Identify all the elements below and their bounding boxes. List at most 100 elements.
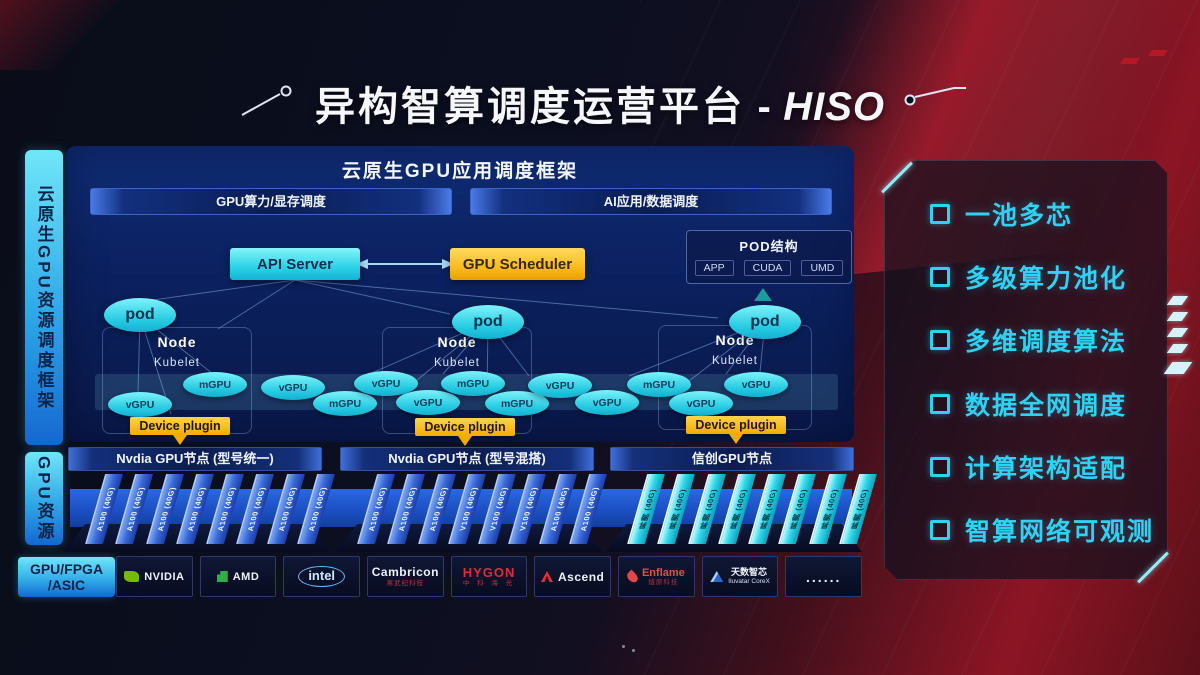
ascend-logo-icon [541,571,554,582]
feature-label: 智算网络可观测 [965,517,1155,546]
pod-structure-items: APP CUDA UMD [694,260,844,276]
api-server-box: API Server [230,248,360,280]
pod-item-cuda: CUDA [743,260,792,276]
sidebar-hardware-label: GPU/FPGA /ASIC [18,557,115,597]
node-2-label: Node [437,334,477,350]
feature-item: 多维调度算法 [930,322,1158,358]
kubelet-2-label: Kubelet [433,357,480,369]
checkbox-icon [930,394,950,414]
hardware-line-2: /ASIC [47,577,86,593]
kubelet-3-label: Kubelet [711,355,758,367]
dot-decoration [632,649,635,652]
vendor-name: AMD [232,570,260,583]
vendor-name: NVIDIA [144,570,185,583]
feature-panel: 一池多芯 多级算力池化 多维调度算法 数据全网调度 计算架构适配 智算网络可观测 [884,160,1168,580]
pod-ellipse-3: pod [729,305,801,339]
circuit-node-decoration-left [241,85,292,116]
sidebar-framework-label: 云原生GPU资源调度框架 [25,150,63,445]
panel-title: 云原生GPU应用调度框架 [341,161,579,182]
vendor-ascend: Ascend [534,556,612,597]
gpu-card-group-3: 昇腾 (40G) 昇腾 (40G) 昇腾 (40G) 昇腾 (40G) 昇腾 (… [626,474,878,544]
vendor-name: Enflame [641,566,685,579]
gpu-unit: vGPU [261,375,325,400]
feature-item: 计算架构适配 [930,449,1158,485]
pod-structure-arrow-icon [754,288,772,301]
device-plugin-2: Device plugin [415,418,515,436]
vendor-name: HYGON [462,564,516,580]
iluvatar-logo-icon [710,571,724,582]
feature-label: 一池多芯 [965,202,1074,230]
kubelet-1-label: Kubelet [153,357,200,369]
amd-logo-icon [216,571,228,582]
device-plugin-3-arrow-icon [729,434,743,444]
gpu-unit: mGPU [485,391,549,416]
feature-item: 一池多芯 [930,196,1158,232]
pod-structure-title: POD结构 [739,239,799,254]
dot-decoration [622,645,625,648]
device-plugin-2-arrow-icon [458,436,472,446]
feature-label: 多级算力池化 [965,265,1128,294]
scheduling-framework-panel: 云原生GPU应用调度框架 GPU算力/显存调度 AI应用/数据调度 [66,146,854,446]
pod-structure-box: POD结构 APP CUDA UMD [686,230,852,284]
vendor-more: ...... [785,556,863,597]
gpu-card: 昇腾 (40G) [657,474,696,544]
checkbox-icon [930,520,950,540]
vendor-hygon: HYGON 中 科 海 光 [450,556,528,597]
gpu-unit: mGPU [183,372,247,397]
vendor-nvidia: NVIDIA [116,556,193,597]
gpu-unit: vGPU [108,392,172,417]
pod-ellipse-2: pod [452,305,524,339]
more-vendors-label: ...... [806,568,842,585]
cluster-label-mixed: Nvdia GPU节点 (型号混搭) [340,447,594,471]
gpu-compute-scheduling-bar: GPU算力/显存调度 [90,188,452,215]
checkbox-icon [930,457,950,477]
vendor-name: 天数智芯 [731,566,768,577]
ai-data-scheduling-bar: AI应用/数据调度 [470,188,832,215]
title-separator: - [757,85,771,129]
gpu-unit: vGPU [724,372,788,397]
cluster-label-domestic: 信创GPU节点 [610,447,854,471]
title-chinese: 异构智算调度运营平台 [314,85,745,129]
checkbox-icon [930,267,950,287]
vendor-subtitle: Iluvatar CoreX [728,577,770,585]
feature-item: 智算网络可观测 [930,512,1158,548]
vendor-subtitle: 燧原科技 [648,578,679,586]
feature-label: 计算架构适配 [965,454,1128,483]
gpu-unit: vGPU [575,390,639,415]
sidebar-gpu-resource-label: GPU资源 [25,452,63,545]
hardware-line-1: GPU/FPGA [29,560,104,577]
gpu-unit: vGPU [396,390,460,415]
title-acronym: HISO [783,85,886,129]
gpu-card-group-1: A100 (40G) A100 (40G) A100 (40G) A100 (4… [84,474,336,544]
gpu-unit: vGPU [669,391,733,416]
vendor-iluvatar: 天数智芯 Iluvatar CoreX [701,556,779,597]
enflame-logo-icon [625,569,640,584]
page-title: 异构智算调度运营平台 - HISO [0,74,1200,132]
cluster-label-uniform: Nvdia GPU节点 (型号统一) [68,447,322,471]
vendor-enflame: Enflame 燧原科技 [618,556,695,597]
device-plugin-1-arrow-icon [173,435,187,445]
nvidia-logo-icon [124,571,140,582]
checkbox-icon [930,204,950,224]
vendor-subtitle: 寒武纪科技 [386,579,425,587]
device-plugin-3: Device plugin [686,416,786,434]
intel-logo-icon: intel [298,566,346,587]
feature-item: 数据全网调度 [930,386,1158,422]
device-plugin-1: Device plugin [130,417,230,435]
corner-red-slash-decoration [0,0,140,70]
gpu-card: A100 (40G) [387,474,426,544]
vendor-subtitle: 中 科 海 光 [462,580,516,588]
gpu-card-group-2: A100 (40G) A100 (40G) A100 (40G) V100 (4… [356,474,608,544]
vendor-name: Cambricon [371,565,439,580]
gpu-card: A100 (40G) [115,474,154,544]
pod-item-umd: UMD [801,260,844,276]
vendor-amd: AMD [199,556,277,597]
vendor-logo-row: NVIDIA AMD intel Cambricon 寒武纪科技 HYGON 中… [116,556,863,597]
vendor-intel: intel [283,556,361,597]
feature-label: 数据全网调度 [965,391,1128,420]
vendor-name: Ascend [558,569,605,584]
circuit-node-decoration-right [904,87,966,106]
gpu-unit: mGPU [313,391,377,416]
node-1-label: Node [157,334,197,350]
